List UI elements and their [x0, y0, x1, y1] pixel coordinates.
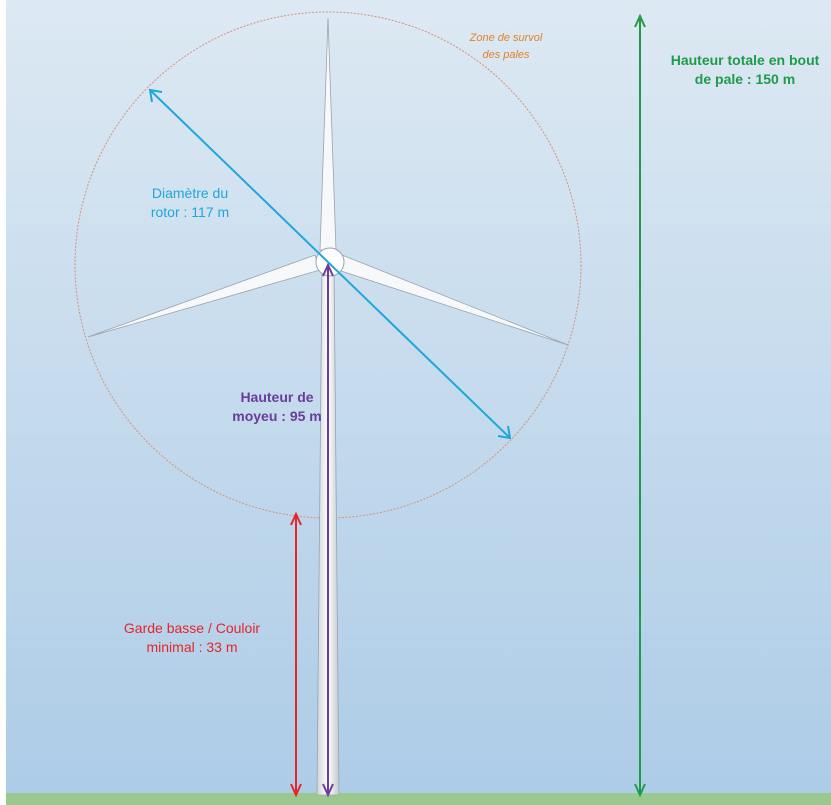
clearance-arrow [290, 511, 302, 798]
hub-height-arrow [322, 262, 334, 798]
label-line: Zone de survol [469, 32, 543, 44]
total-height-arrow [634, 13, 646, 798]
total-height-label: Hauteur totale en bout de pale : 150 m [652, 51, 831, 89]
sky [6, 0, 831, 795]
rotor-diameter-arrow [148, 88, 512, 440]
label-line: rotor : 117 m [150, 204, 230, 220]
label-line: Diamètre du [151, 185, 229, 201]
label-line: moyeu : 95 m [232, 408, 322, 424]
ground [6, 793, 831, 805]
label-line: Hauteur de [240, 389, 314, 405]
label-line: Hauteur totale en bout [670, 52, 820, 68]
label-line: de pale : 150 m [694, 71, 796, 87]
minimum-clearance-label: Garde basse / Couloir minimal : 33 m [92, 619, 292, 657]
label-line: minimal : 33 m [146, 639, 238, 655]
rotor-diameter-label: Diamètre du rotor : 117 m [120, 184, 260, 222]
hub-height-label: Hauteur de moyeu : 95 m [207, 388, 347, 426]
label-line: des pales [482, 49, 530, 61]
blade-sweep-zone-label: Zone de survol des pales [446, 30, 566, 64]
turbine-hub [315, 247, 345, 277]
label-line: Garde basse / Couloir [123, 620, 261, 636]
